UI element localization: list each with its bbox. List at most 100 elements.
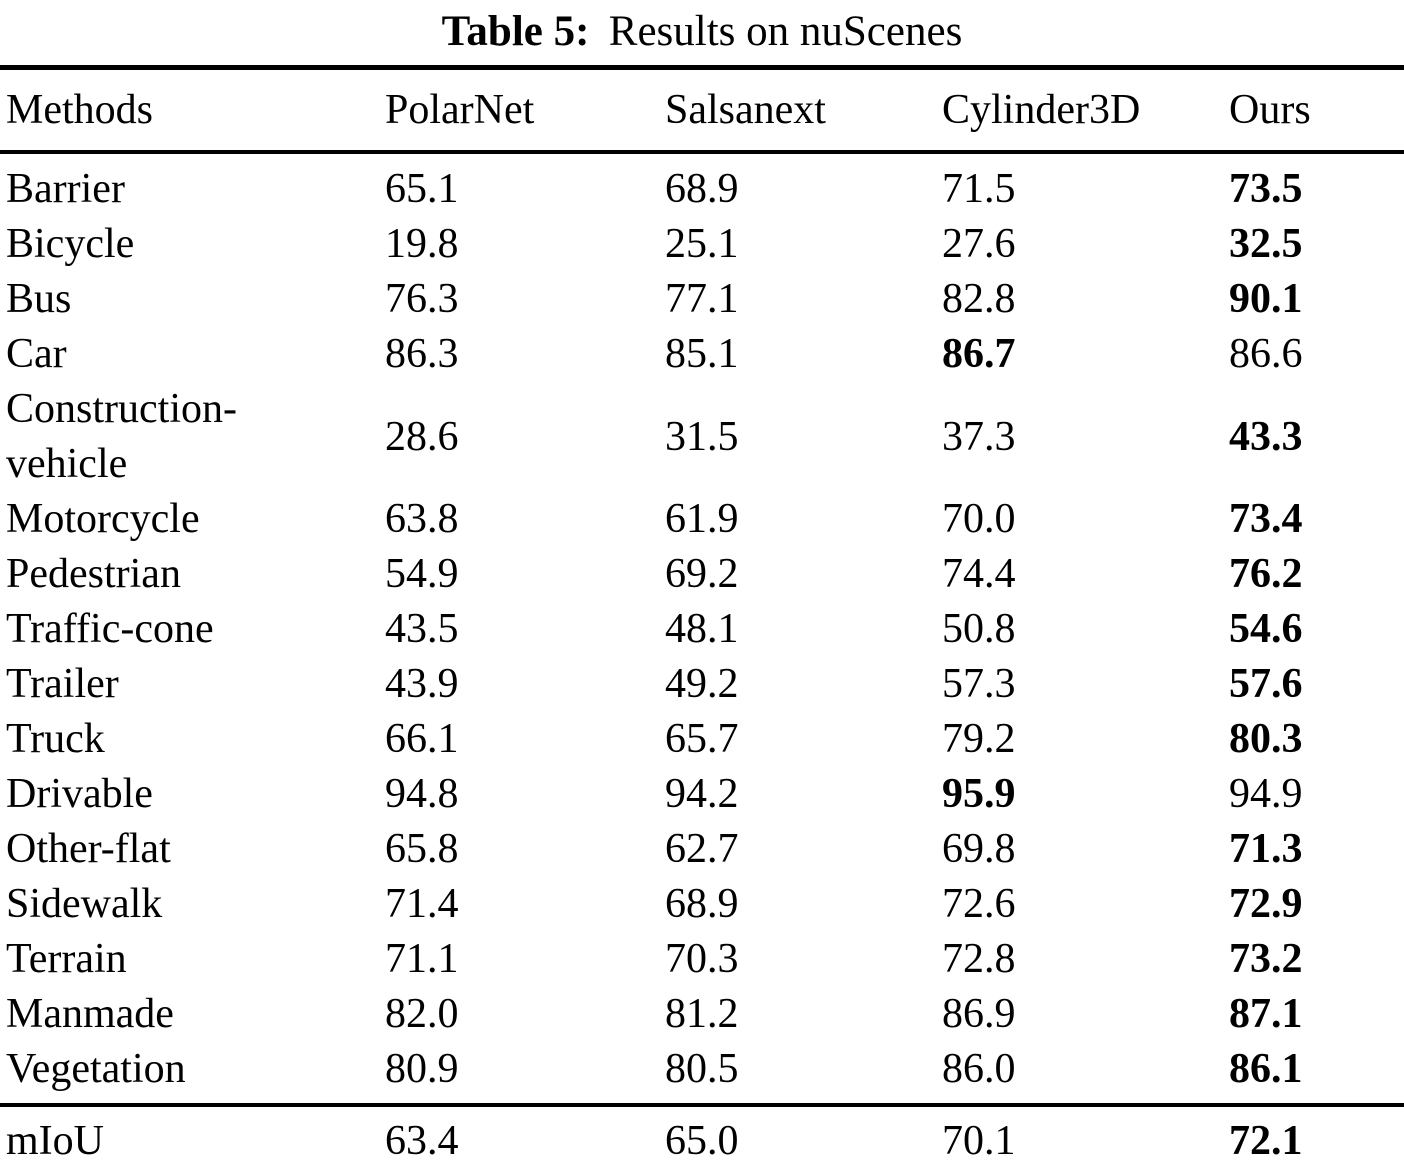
value-cell: 37.3 xyxy=(942,413,1016,460)
table-caption-label: Table 5: xyxy=(441,8,590,55)
value-cell: 73.2 xyxy=(1229,936,1303,982)
method-label: Truck xyxy=(6,716,105,762)
value-cell: 63.4 xyxy=(385,1103,665,1162)
value-cell: 94.8 xyxy=(385,771,459,817)
method-label: Car xyxy=(6,331,67,377)
value-cell: 43.3 xyxy=(1229,413,1303,460)
method-cell: Truck xyxy=(0,712,385,767)
value-cell: 50.8 xyxy=(942,606,1016,652)
table-row: Vegetation 80.9 80.5 86.0 86.1 xyxy=(0,1042,1404,1105)
value-cell: 54.9 xyxy=(385,551,459,597)
value-cell: 94.2 xyxy=(665,771,739,817)
table-caption: Table 5: Results on nuScenes xyxy=(0,0,1404,65)
value-cell: 86.7 xyxy=(942,331,1016,377)
method-label: Sidewalk xyxy=(6,881,163,927)
col-header-salsanext: Salsanext xyxy=(665,67,942,154)
value-cell: 71.5 xyxy=(942,166,1016,212)
value-cell: 71.4 xyxy=(385,881,459,927)
table-row: Trailer 43.9 49.2 57.3 57.6 xyxy=(0,657,1404,712)
value-cell: 69.2 xyxy=(665,551,739,597)
value-cell: 62.7 xyxy=(665,826,739,872)
col-header-cylinder3d: Cylinder3D xyxy=(942,67,1229,154)
col-header-methods: Methods xyxy=(0,67,385,154)
summary-row: mIoU 63.4 65.0 70.1 72.1 xyxy=(0,1103,1404,1162)
table-row: Other-flat 65.8 62.7 69.8 71.3 xyxy=(0,822,1404,877)
value-cell: 43.9 xyxy=(385,661,459,707)
value-cell: 57.6 xyxy=(1229,661,1303,707)
method-cell: Manmade xyxy=(0,987,385,1042)
method-label: Terrain xyxy=(6,936,127,982)
table-row: Construction-vehicle 28.6 31.5 37.3 43.3 xyxy=(0,382,1404,492)
table-row: Bus 76.3 77.1 82.8 90.1 xyxy=(0,272,1404,327)
header-row: Methods PolarNet Salsanext Cylinder3D Ou… xyxy=(0,67,1404,154)
method-cell: Bicycle xyxy=(0,217,385,272)
table-row: Bicycle 19.8 25.1 27.6 32.5 xyxy=(0,217,1404,272)
value-cell: 69.8 xyxy=(942,826,1016,872)
value-cell: 79.2 xyxy=(942,716,1016,762)
value-cell: 48.1 xyxy=(665,606,739,652)
value-cell: 25.1 xyxy=(665,221,739,267)
method-label: Vegetation xyxy=(6,1046,186,1092)
value-cell: 86.1 xyxy=(1229,1046,1303,1092)
method-label: Manmade xyxy=(6,991,174,1037)
value-cell: 61.9 xyxy=(665,496,739,542)
method-label: Bicycle xyxy=(6,221,135,267)
value-cell: 73.5 xyxy=(1229,166,1303,212)
method-label: Drivable xyxy=(6,771,153,817)
method-cell: Bus xyxy=(0,272,385,327)
method-label: Motorcycle xyxy=(6,496,200,542)
method-cell: Car xyxy=(0,327,385,382)
value-cell: 72.1 xyxy=(1229,1103,1404,1162)
table-row: Truck 66.1 65.7 79.2 80.3 xyxy=(0,712,1404,767)
table-caption-text: Results on nuScenes xyxy=(608,8,963,55)
table-row: Motorcycle 63.8 61.9 70.0 73.4 xyxy=(0,492,1404,547)
value-cell: 86.9 xyxy=(942,991,1016,1037)
col-header-polarnet: PolarNet xyxy=(385,67,665,154)
value-cell: 77.1 xyxy=(665,276,739,322)
value-cell: 90.1 xyxy=(1229,276,1303,322)
table-row: Drivable 94.8 94.2 95.9 94.9 xyxy=(0,767,1404,822)
method-label: Trailer xyxy=(6,661,119,707)
value-cell: 80.3 xyxy=(1229,716,1303,762)
value-cell: 85.1 xyxy=(665,331,739,377)
value-cell: 87.1 xyxy=(1229,991,1303,1037)
table-body: Barrier 65.1 68.9 71.5 73.5 Bicycle 19.8 25.1 27… xyxy=(0,152,1404,1105)
method-cell: Vegetation xyxy=(0,1042,385,1105)
value-cell: 31.5 xyxy=(665,413,739,460)
value-cell: 72.9 xyxy=(1229,881,1303,927)
value-cell: 76.2 xyxy=(1229,551,1303,597)
value-cell: 86.3 xyxy=(385,331,459,377)
method-cell: Sidewalk xyxy=(0,877,385,932)
method-label: Bus xyxy=(6,276,72,322)
value-cell: 27.6 xyxy=(942,221,1016,267)
method-cell: Trailer xyxy=(0,657,385,712)
value-cell: 54.6 xyxy=(1229,606,1303,652)
value-cell: 65.8 xyxy=(385,826,459,872)
value-cell: 49.2 xyxy=(665,661,739,707)
value-cell: 82.0 xyxy=(385,991,459,1037)
table-row: Terrain 71.1 70.3 72.8 73.2 xyxy=(0,932,1404,987)
table-row: Car 86.3 85.1 86.7 86.6 xyxy=(0,327,1404,382)
value-cell: 80.5 xyxy=(665,1046,739,1092)
value-cell: 63.8 xyxy=(385,496,459,542)
value-cell: 68.9 xyxy=(665,166,739,212)
value-cell: 95.9 xyxy=(942,771,1016,817)
value-cell: 70.0 xyxy=(942,496,1016,542)
value-cell: 32.5 xyxy=(1229,221,1303,267)
table-row: Pedestrian 54.9 69.2 74.4 76.2 xyxy=(0,547,1404,602)
method-cell: Traffic-cone xyxy=(0,602,385,657)
value-cell: 71.3 xyxy=(1229,826,1303,872)
value-cell: 82.8 xyxy=(942,276,1016,322)
value-cell: 19.8 xyxy=(385,221,459,267)
value-cell: 74.4 xyxy=(942,551,1016,597)
value-cell: 65.7 xyxy=(665,716,739,762)
method-cell: Motorcycle xyxy=(0,492,385,547)
method-cell: Terrain xyxy=(0,932,385,987)
method-cell: Construction-vehicle xyxy=(0,382,385,492)
value-cell: 81.2 xyxy=(665,991,739,1037)
method-label: mIoU xyxy=(6,1117,104,1162)
method-cell: Barrier xyxy=(0,152,385,217)
value-cell: 43.5 xyxy=(385,606,459,652)
value-cell: 28.6 xyxy=(385,413,459,460)
method-cell: mIoU xyxy=(0,1103,385,1162)
